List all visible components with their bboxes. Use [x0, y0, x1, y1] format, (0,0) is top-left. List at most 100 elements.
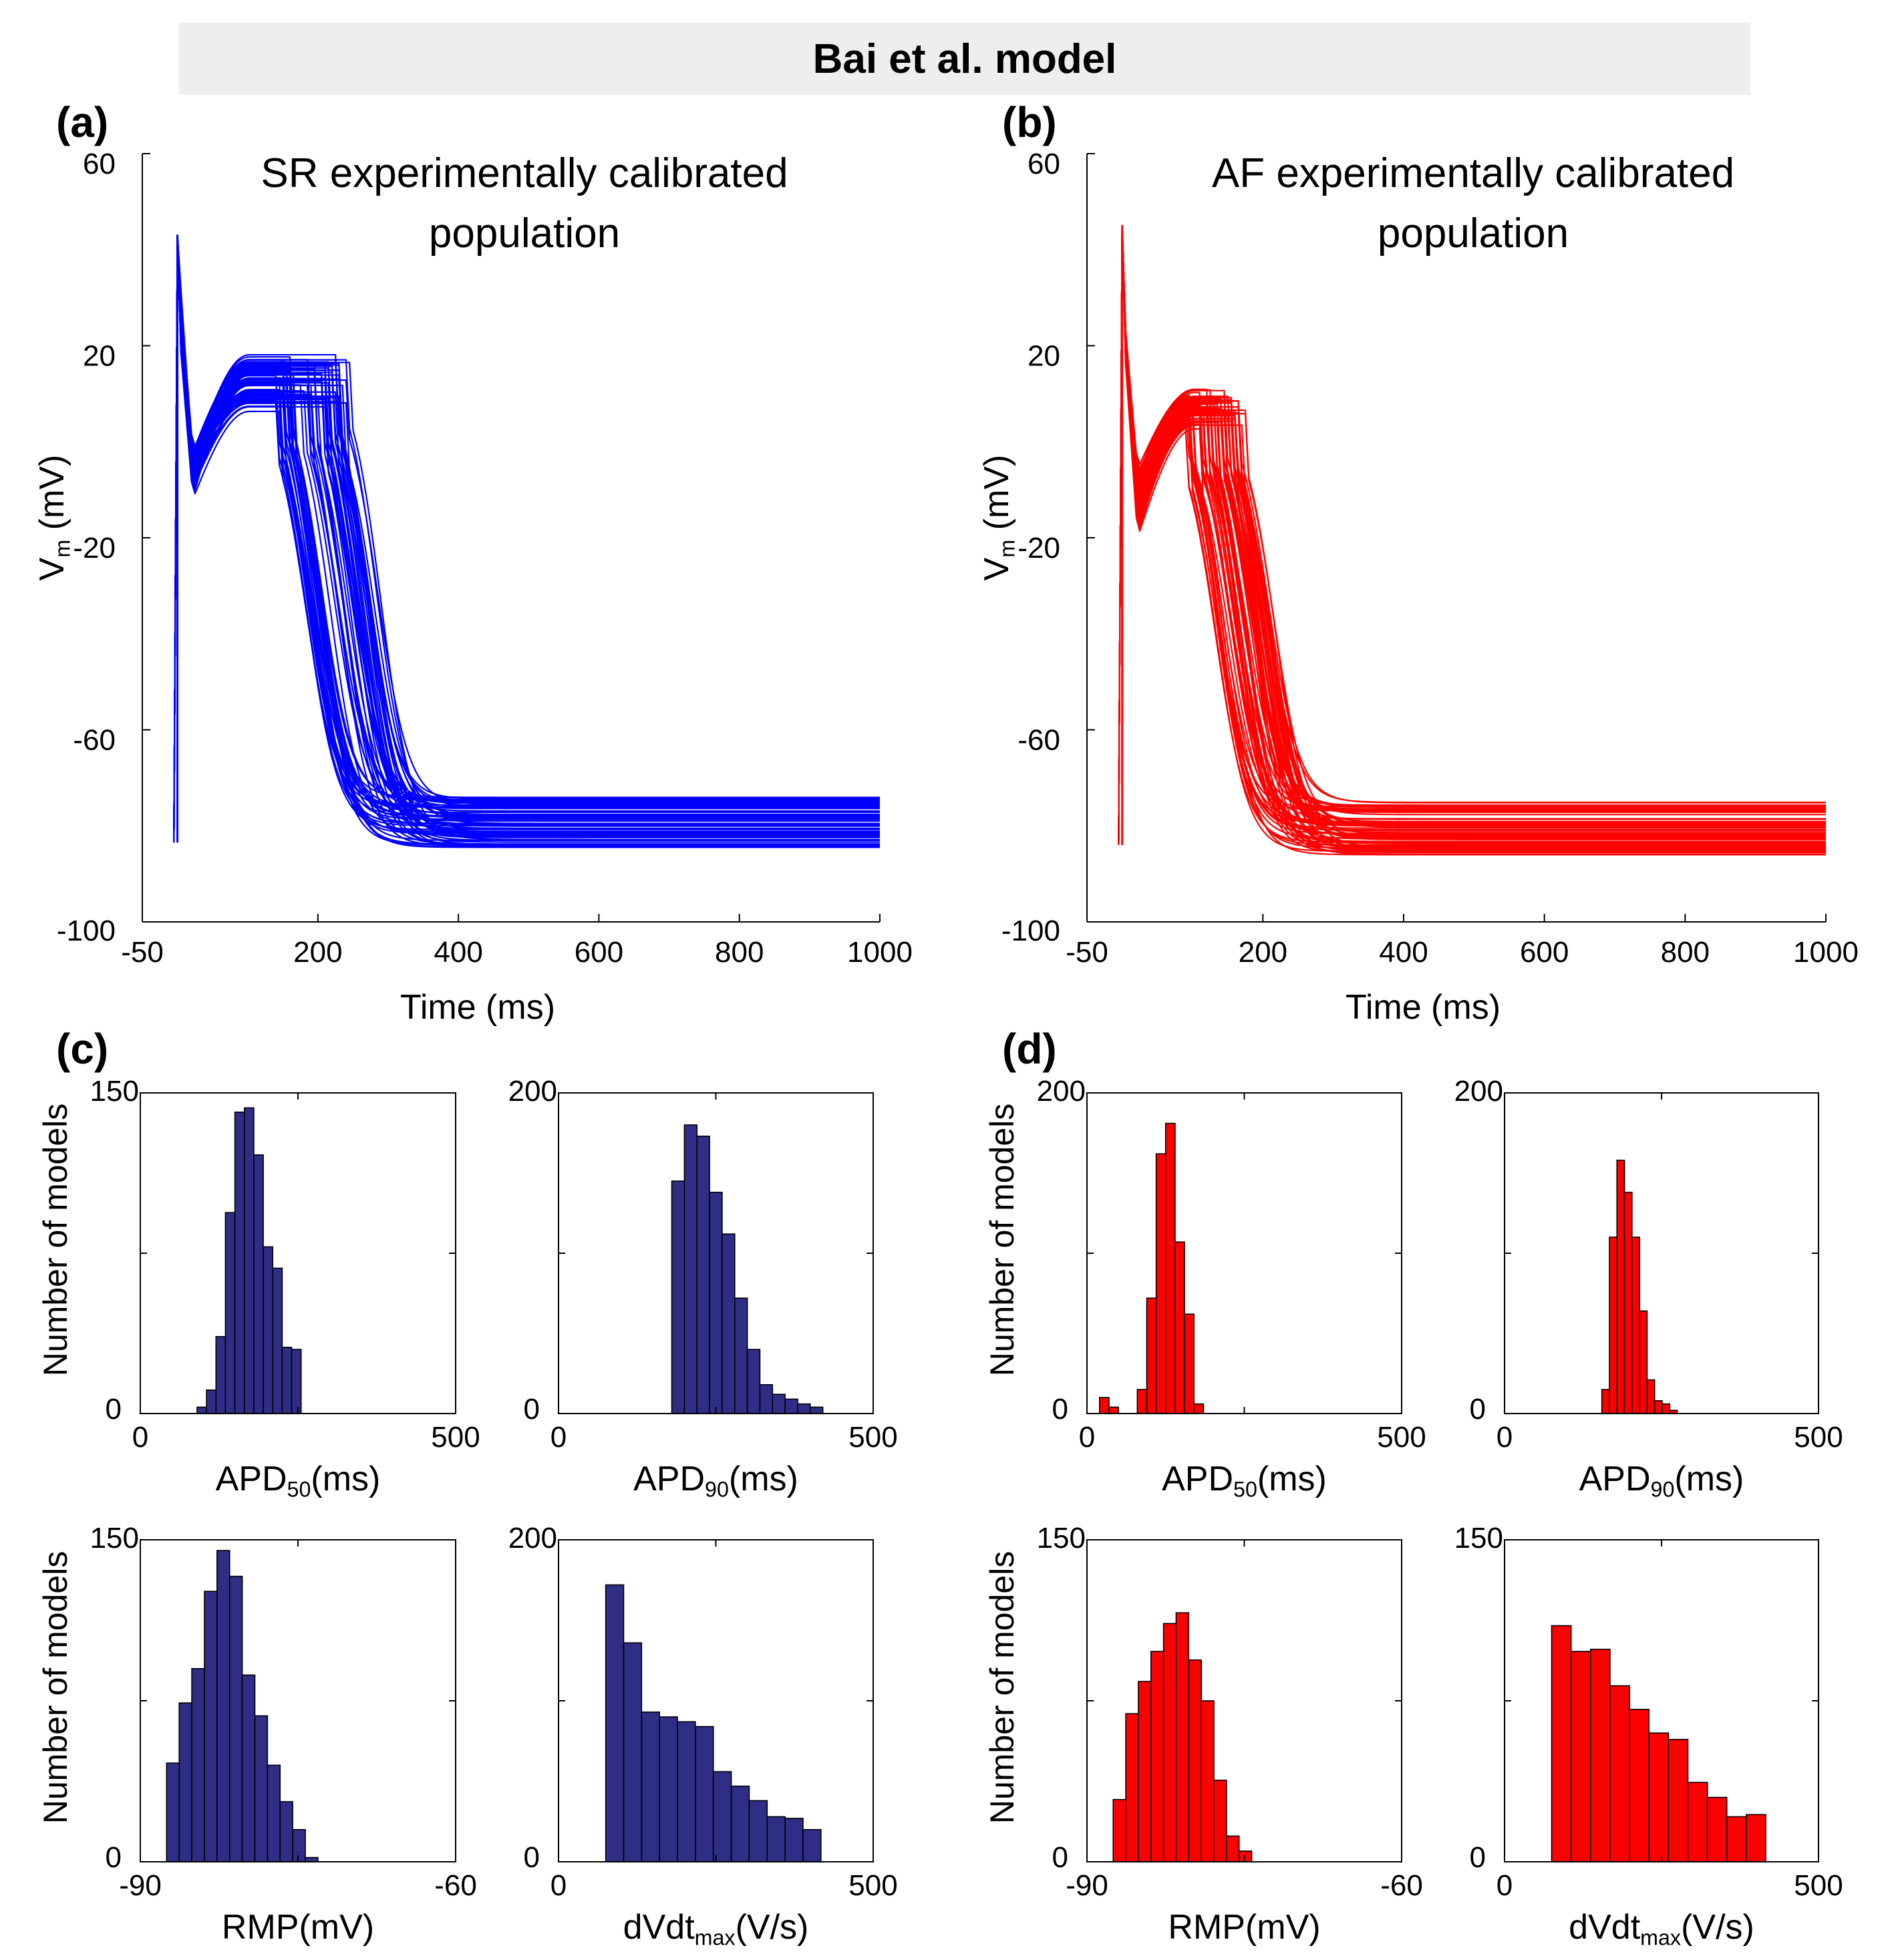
panel-label-c1: (c)	[56, 1025, 108, 1073]
panel-c2: 0 500 0 200 APD90(ms)	[508, 1075, 898, 1501]
panel-c1: 0 500 0 150 APD50(ms) Number of models (c)	[37, 1025, 480, 1501]
histogram-bar-d4	[1668, 1739, 1689, 1862]
x-tick-label-b: 1000	[1793, 936, 1859, 969]
histogram-bar-d4	[1706, 1796, 1728, 1862]
y-tick-label-c2: 0	[524, 1393, 540, 1426]
histogram-bar-c3	[166, 1762, 180, 1862]
axes-box-d1	[1086, 1092, 1402, 1414]
y-axis-label-a-sub: m	[50, 540, 74, 558]
histogram-bar-d3	[1138, 1681, 1152, 1862]
trace-a	[173, 234, 880, 842]
x-axis-label-d2-main: APD	[1579, 1460, 1651, 1498]
trace-a	[173, 234, 880, 836]
x-axis-label-c1-sub: 50	[287, 1477, 311, 1501]
x-axis-label-c2: APD90(ms)	[633, 1460, 798, 1501]
histogram-bar-c4	[641, 1711, 660, 1862]
trace-a	[173, 234, 880, 840]
trace-a	[173, 234, 880, 843]
x-tick-label-a: 200	[293, 936, 342, 969]
x-axis-label-a: Time (ms)	[400, 988, 555, 1027]
panel-d1: 0 500 0 200 APD50(ms) Number of models (d)	[983, 1025, 1426, 1501]
histogram-bar-c4	[748, 1800, 768, 1862]
x-axis-label-d1-main: APD	[1162, 1460, 1233, 1498]
y-tick-label-d3: 150	[1037, 1522, 1086, 1555]
histogram-bar-d4	[1629, 1709, 1650, 1862]
x-axis-label-c2-main: APD	[633, 1460, 705, 1498]
y-axis-label-d3: Number of models	[983, 1551, 1021, 1824]
histogram-bar-c3	[292, 1829, 306, 1862]
trace-a	[173, 234, 880, 836]
y-tick-label-b: 20	[1028, 340, 1060, 373]
x-tick-label-a: 600	[575, 936, 623, 969]
x-tick-label-a: 400	[434, 936, 482, 969]
trace-a	[173, 234, 880, 834]
trace-group-b	[1118, 224, 1826, 856]
panel-b: -50 200 400 600 800 1000 -100 -60 -20 20 60 AF expe…	[977, 98, 1859, 1027]
x-tick-label-a: -50	[121, 936, 164, 969]
trace-a	[173, 234, 880, 834]
trace-a	[173, 234, 880, 841]
y-tick-label-c3: 150	[90, 1522, 139, 1555]
trace-b	[1118, 224, 1826, 851]
trace-a	[173, 234, 880, 840]
x-axis-label-c4-rest: (V/s)	[736, 1908, 809, 1947]
trace-b	[1118, 224, 1826, 853]
panel-a: -50 200 400 600 800 1000 -100 -60 -20 20 60 SR expe…	[33, 98, 913, 1027]
y-tick-label-b: -20	[1017, 532, 1060, 564]
x-axis-label-c3: RMP(mV)	[222, 1908, 374, 1947]
trace-a	[173, 234, 880, 842]
y-tick-label-d1: 0	[1052, 1393, 1068, 1426]
trace-a	[173, 234, 880, 841]
trace-a	[173, 234, 880, 840]
trace-a	[173, 234, 880, 836]
x-tick-label-d3: -60	[1380, 1869, 1423, 1902]
trace-b	[1118, 224, 1826, 841]
histogram-bar-d2	[1609, 1237, 1618, 1414]
histogram-bar-d1	[1184, 1313, 1195, 1414]
histogram-bar-d4	[1726, 1816, 1747, 1862]
y-tick-label-c1: 0	[106, 1393, 122, 1426]
histogram-bar-c4	[712, 1771, 732, 1862]
trace-a	[173, 234, 880, 838]
trace-a	[173, 234, 880, 834]
trace-a	[173, 234, 880, 834]
y-tick-label-c4: 0	[524, 1841, 540, 1874]
trace-a	[173, 234, 880, 842]
trace-a	[173, 234, 880, 838]
histogram-bar-c4	[766, 1816, 786, 1862]
y-tick-label-d2: 200	[1454, 1075, 1503, 1108]
trace-a	[173, 234, 880, 842]
x-tick-label-c4: 500	[848, 1869, 897, 1902]
trace-a	[173, 234, 880, 846]
trace-b	[1118, 224, 1826, 837]
y-tick-label-c2: 200	[508, 1075, 557, 1108]
y-tick-label-a: -60	[73, 724, 116, 757]
histogram-bar-d3	[1213, 1780, 1227, 1862]
histogram-bar-c1	[206, 1390, 217, 1414]
histogram-bar-d3	[1112, 1799, 1126, 1862]
x-tick-label-c3: -60	[434, 1869, 477, 1902]
x-axis-label-b: Time (ms)	[1346, 988, 1501, 1027]
panel-label-b: (b)	[1002, 98, 1057, 146]
histogram-bar-c2	[810, 1406, 824, 1414]
y-tick-label-a: -100	[57, 915, 116, 947]
histogram-bar-c2	[696, 1136, 710, 1414]
histogram-bar-d4	[1570, 1651, 1591, 1862]
trace-b	[1118, 224, 1826, 852]
histogram-bar-c3	[254, 1715, 269, 1862]
histogram-bar-d1	[1155, 1153, 1166, 1414]
trace-a	[173, 234, 880, 836]
histogram-bar-c1	[291, 1349, 302, 1414]
histogram-bar-c4	[730, 1785, 750, 1862]
x-axis-label-d1-rest: (ms)	[1257, 1460, 1327, 1498]
x-axis-label-d2-rest: (ms)	[1674, 1460, 1744, 1498]
x-axis-label-d4: dVdtmax(V/s)	[1569, 1908, 1754, 1949]
y-axis-label-c3: Number of models	[37, 1551, 74, 1824]
x-tick-label-c2: 500	[848, 1421, 897, 1454]
histogram-bar-c2	[722, 1233, 736, 1414]
trace-group-a	[173, 234, 880, 848]
trace-b	[1118, 224, 1826, 842]
histogram-bar-c2	[683, 1124, 698, 1414]
chart-title-b: population	[1378, 210, 1569, 257]
trace-a	[173, 234, 880, 836]
